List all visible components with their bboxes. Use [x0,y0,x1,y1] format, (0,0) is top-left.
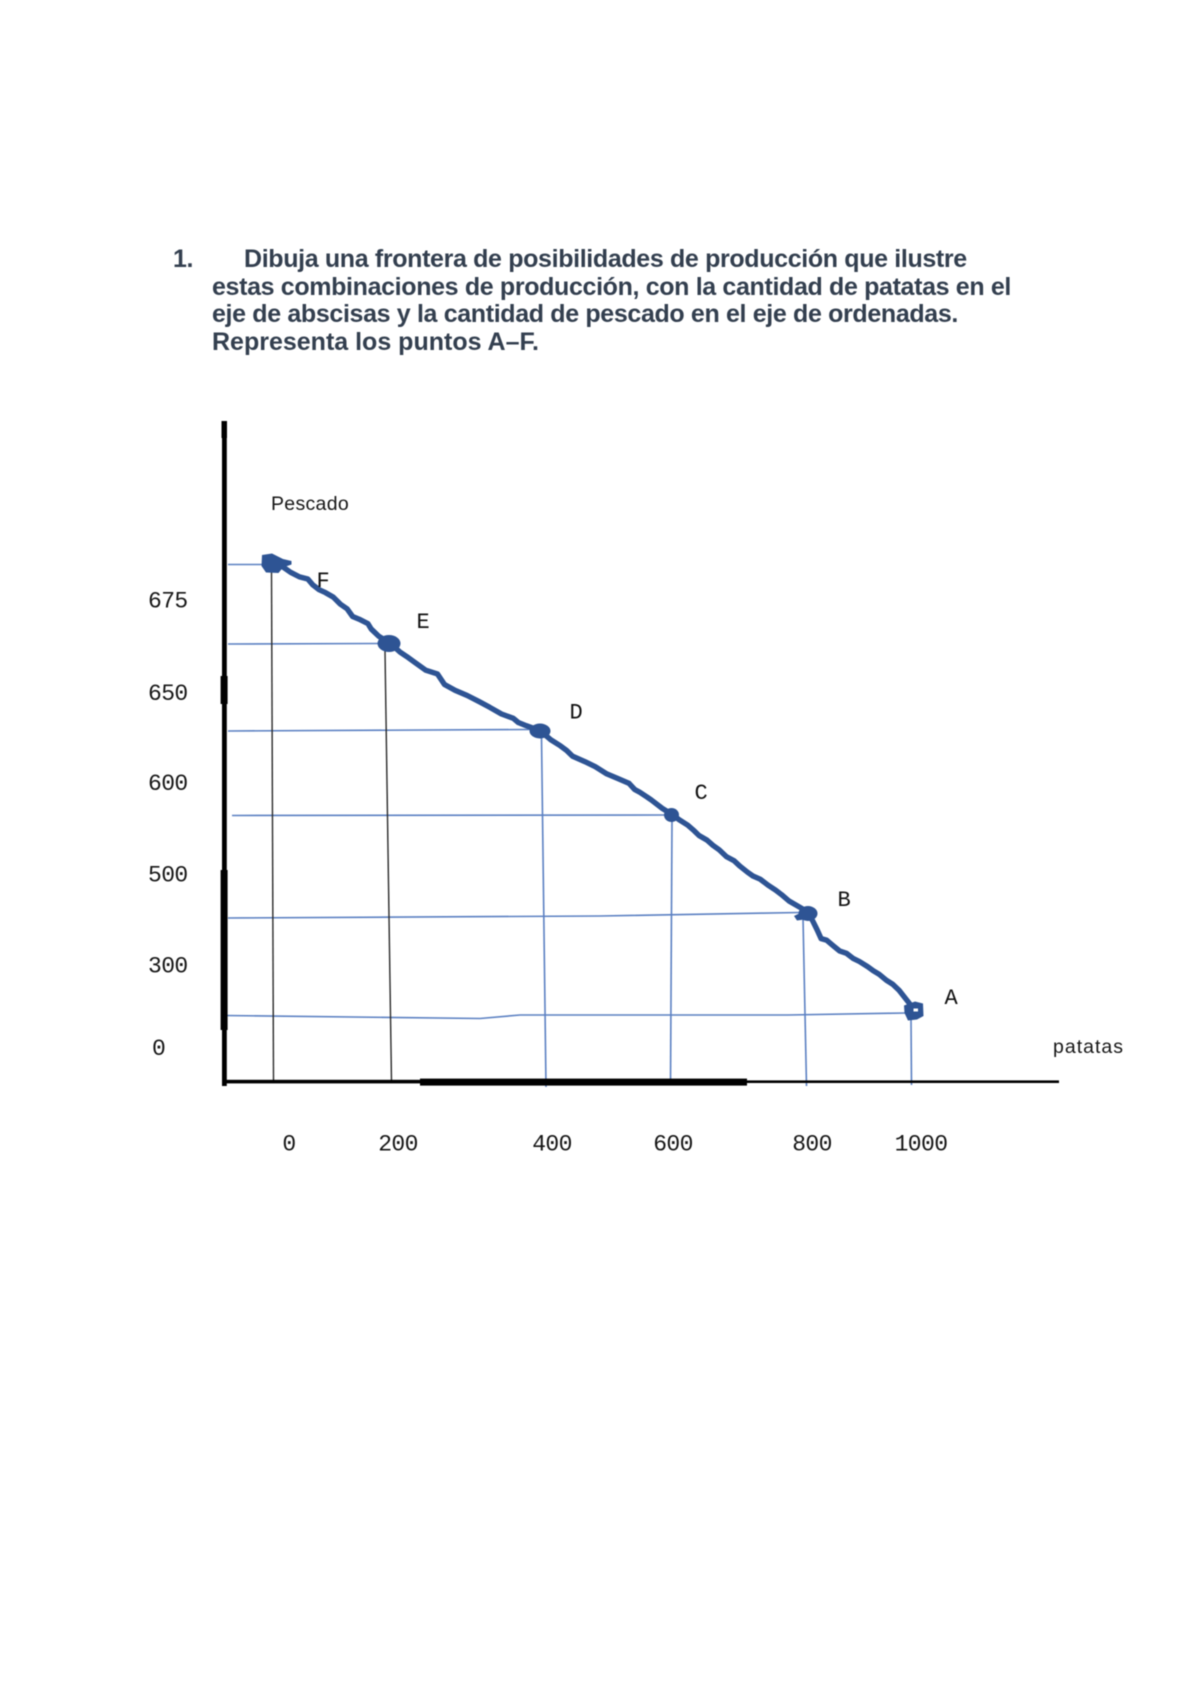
svg-text:600: 600 [148,771,188,797]
svg-text:650: 650 [148,681,188,707]
svg-text:500: 500 [148,863,188,889]
svg-text:1000: 1000 [895,1132,948,1158]
svg-text:800: 800 [792,1132,832,1158]
svg-text:A: A [945,986,959,1011]
svg-text:0: 0 [282,1132,295,1158]
svg-text:B: B [838,888,851,913]
svg-text:0: 0 [152,1036,165,1062]
svg-text:300: 300 [148,954,188,980]
svg-text:F: F [317,569,330,594]
svg-text:E: E [417,610,430,635]
svg-text:675: 675 [148,589,188,615]
svg-text:600: 600 [653,1132,693,1158]
svg-text:200: 200 [378,1132,418,1158]
svg-text:D: D [570,701,583,726]
svg-text:400: 400 [532,1132,572,1158]
svg-text:Pescado: Pescado [271,493,349,515]
svg-text:C: C [695,781,708,806]
svg-text:patatas: patatas [1053,1036,1124,1058]
